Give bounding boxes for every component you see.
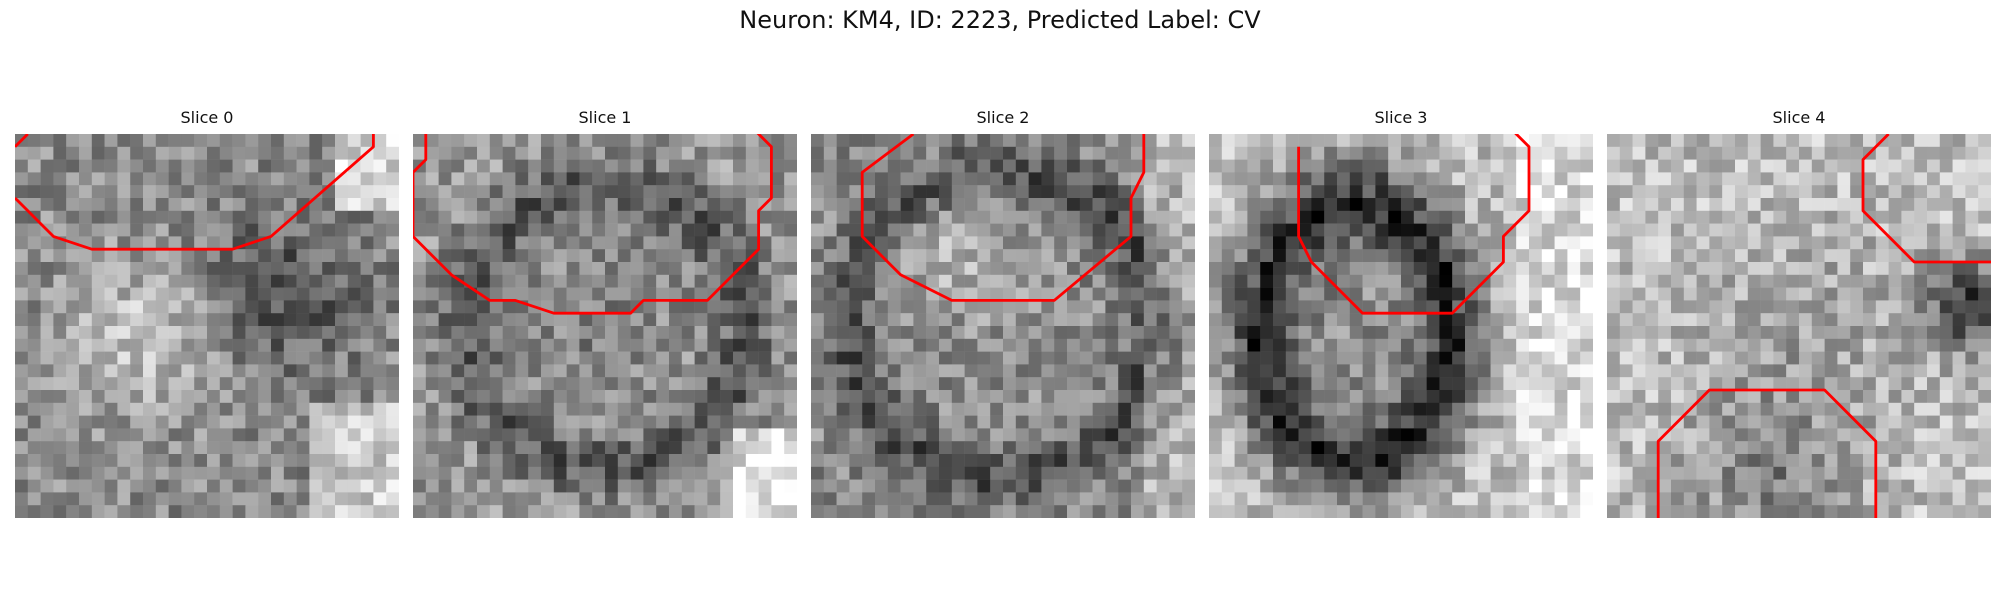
contour-line-1-0: [413, 134, 773, 315]
slice-image-4: [1607, 134, 1991, 518]
panel-title-0: Slice 0: [180, 108, 234, 127]
contour-line-3-0: [1297, 134, 1531, 315]
panel-title-2: Slice 2: [976, 108, 1030, 127]
contour-line-0-1: [15, 134, 375, 251]
slice-image-2: [811, 134, 1195, 518]
slice-image-1: [413, 134, 797, 518]
contour-line-4-1: [1656, 388, 1878, 518]
slice-image-0: [15, 134, 399, 518]
panel-title-3: Slice 3: [1374, 108, 1428, 127]
slice-image-3: [1209, 134, 1593, 518]
contour-line-0-0: [15, 134, 29, 148]
figure-title: Neuron: KM4, ID: 2223, Predicted Label: …: [739, 6, 1261, 34]
panel-title-4: Slice 4: [1772, 108, 1826, 127]
panel-title-1: Slice 1: [578, 108, 632, 127]
contour-line-2-0: [860, 134, 1146, 302]
contour-line-4-0: [1861, 134, 1991, 264]
